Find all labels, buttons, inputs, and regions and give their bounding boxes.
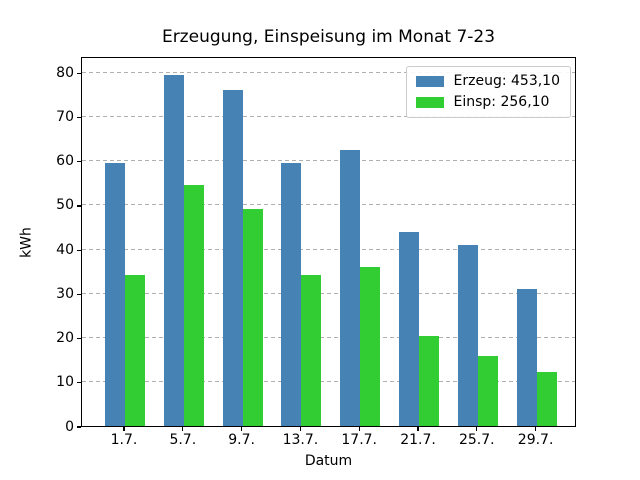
einsp-bar [536, 372, 557, 426]
y-tick-label: 80 [56, 64, 74, 81]
y-tick-mark [76, 249, 81, 251]
y-tick-label: 50 [56, 197, 74, 214]
x-tick-mark [123, 427, 125, 431]
erzeug-bar [163, 74, 184, 426]
y-axis-label: kWh [18, 227, 35, 258]
legend-label: Erzeug: 453,10 [453, 73, 560, 89]
x-tick-label: 5.7. [169, 432, 197, 448]
x-tick-mark [358, 427, 360, 431]
einsp-bar [360, 266, 381, 426]
y-tick-mark [76, 205, 81, 207]
x-tick-label: 13.7. [282, 432, 319, 448]
y-tick-mark [76, 161, 81, 163]
x-axis-label: Datum [304, 453, 353, 469]
erzeug-swatch [415, 75, 444, 87]
einsp-bar [125, 275, 145, 426]
plot-area: Erzeug: 453,10 Einsp: 256,10 [81, 57, 576, 427]
erzeug-bar [281, 162, 302, 426]
einsp-swatch [415, 96, 444, 108]
y-gridline [82, 71, 575, 73]
y-gridline [82, 116, 575, 118]
x-tick-mark [535, 427, 537, 431]
x-tick-mark [241, 427, 243, 431]
y-gridline [82, 381, 575, 383]
erzeug-bar [222, 90, 243, 426]
erzeug-bar [105, 162, 125, 426]
x-tick-label: 17.7. [341, 432, 377, 448]
y-tick-label: 0 [65, 418, 74, 435]
x-tick-mark [417, 427, 419, 431]
y-tick-mark [76, 337, 81, 340]
y-tick-mark [76, 72, 81, 74]
y-tick-mark [76, 426, 81, 428]
y-tick-mark [76, 116, 81, 119]
einsp-bar [242, 209, 263, 426]
x-tick-label: 25.7. [458, 432, 495, 448]
y-tick-label: 20 [56, 330, 74, 347]
legend-item-erzeug: Erzeug: 453,10 [415, 73, 560, 89]
x-tick-label: 1.7. [110, 432, 138, 448]
legend-item-einsp: Einsp: 256,10 [415, 94, 560, 110]
y-tick-label: 60 [56, 153, 74, 170]
y-tick-mark [76, 293, 81, 295]
y-tick-mark [76, 382, 81, 384]
einsp-bar [419, 335, 439, 426]
chart-title: Erzeugung, Einspeisung im Monat 7-23 [161, 27, 496, 47]
einsp-bar [477, 356, 498, 426]
erzeug-bar [340, 149, 361, 426]
y-gridline [82, 160, 575, 162]
x-tick-mark [182, 427, 184, 431]
einsp-bar [301, 275, 322, 426]
einsp-bar [183, 185, 204, 426]
legend: Erzeug: 453,10 Einsp: 256,10 [405, 66, 571, 118]
y-tick-label: 30 [56, 285, 74, 302]
x-tick-mark [476, 427, 478, 431]
erzeug-bar [516, 288, 537, 426]
erzeug-bar [457, 244, 478, 426]
x-tick-label: 21.7. [400, 432, 436, 448]
erzeug-bar [399, 231, 419, 426]
y-tick-label: 10 [56, 374, 74, 391]
y-gridline [82, 292, 575, 294]
x-tick-mark [299, 427, 301, 431]
y-gridline [82, 248, 575, 250]
y-tick-label: 40 [56, 241, 74, 258]
y-tick-label: 70 [56, 109, 74, 126]
x-tick-label: 9.7. [228, 432, 255, 448]
x-tick-label: 29.7. [517, 432, 554, 448]
y-gridline [82, 337, 575, 339]
y-gridline [82, 204, 575, 206]
legend-label: Einsp: 256,10 [453, 94, 550, 110]
